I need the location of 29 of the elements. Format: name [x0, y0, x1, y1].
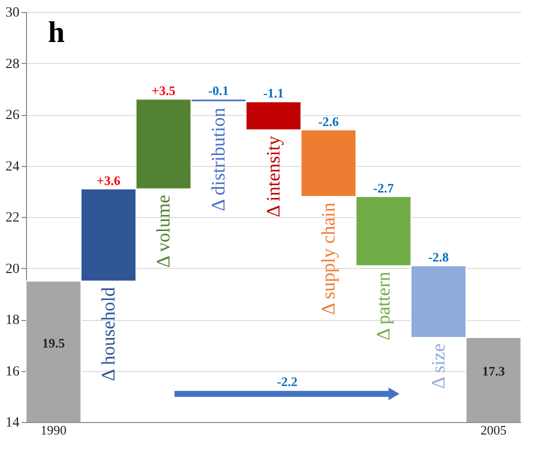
- data-label: +3.5: [152, 83, 176, 98]
- y-tick-label: 30: [6, 6, 20, 20]
- data-label: +3.6: [96, 172, 121, 188]
- y-tick-label: 24: [6, 159, 20, 174]
- x-tick-label: Δ supply chain: [318, 202, 340, 315]
- y-tick-label: 14: [6, 416, 20, 430]
- x-tick-label: Δ volume: [154, 194, 174, 268]
- x-tick-label: Δ distribution: [208, 107, 230, 212]
- y-tick-label: 26: [6, 108, 20, 123]
- x-tick-label: Δ pattern: [374, 271, 394, 340]
- data-label: 17.3: [482, 364, 506, 379]
- y-tick-label: 28: [6, 56, 20, 72]
- data-label: -2.6: [318, 114, 340, 129]
- data-label: 19.5: [42, 336, 66, 351]
- data-label: -2.7: [373, 180, 394, 196]
- annotation: -2.2: [276, 374, 298, 389]
- x-tick-label: 1990: [40, 422, 66, 438]
- data-label: -0.1: [208, 83, 229, 98]
- y-tick-label: 22: [6, 210, 20, 226]
- x-tick-label: 2005: [480, 422, 506, 438]
- x-tick-label: Δ size: [428, 343, 450, 389]
- data-label: -2.8: [428, 250, 450, 265]
- y-tick-label: 20: [6, 262, 20, 277]
- x-tick-label: Δ household: [98, 286, 120, 382]
- y-tick-label: 16: [6, 364, 20, 380]
- data-label: -1.1: [263, 86, 284, 101]
- y-tick-label: 18: [6, 313, 20, 328]
- chart-title: h: [48, 16, 65, 49]
- x-tick-label: Δ intensity: [264, 135, 284, 218]
